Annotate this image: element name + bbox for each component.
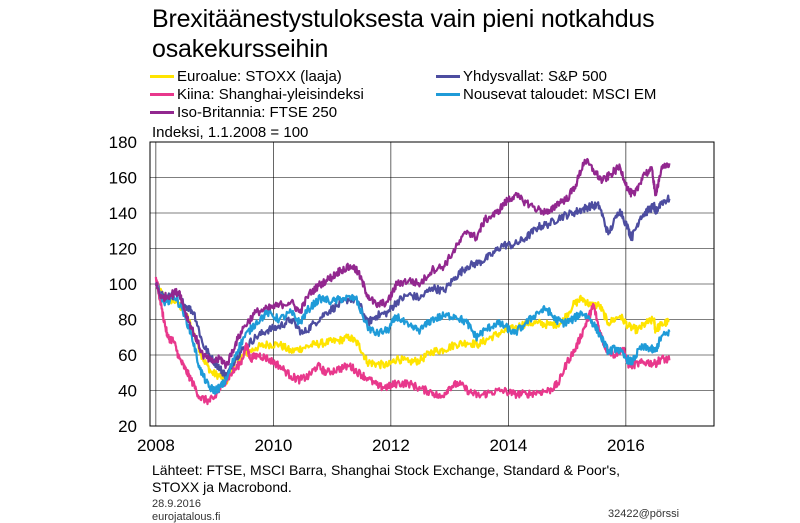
series-line-msci [155, 282, 671, 395]
source-note: Lähteet: FTSE, MSCI Barra, Shanghai Stoc… [152, 462, 620, 496]
x-tick-label: 2016 [607, 436, 645, 455]
x-tick-label: 2010 [254, 436, 292, 455]
y-tick-label: 40 [118, 382, 137, 401]
site-name: eurojatalous.fi [152, 511, 221, 523]
source-line-2: STOXX ja Macrobond. [152, 479, 292, 495]
series-lines [154, 157, 671, 406]
legend-label-stoxx: Euroalue: STOXX (laaja) [177, 68, 342, 85]
legend-item-msci: Nousevat taloudet: MSCI EM [436, 86, 656, 104]
y-tick-label: 80 [118, 311, 137, 330]
y-tick-label: 140 [109, 204, 137, 223]
y-axis-note: Indeksi, 1.1.2008 = 100 [152, 124, 309, 141]
tick-labels: 20 40 60 80 100 120 140 160 180 2008 2010 2012 2014 2… [109, 133, 645, 455]
x-tick-label: 2014 [489, 436, 527, 455]
legend-swatch-shanghai [150, 92, 174, 96]
title-line-2: osakekursseihin [152, 35, 329, 63]
y-tick-label: 60 [118, 346, 137, 365]
y-tick-label: 120 [109, 240, 137, 259]
legend-swatch-stoxx [150, 74, 174, 78]
chart-title: Brexitäänestystuloksesta vain pieni notk… [152, 4, 772, 64]
legend-label-shanghai: Kiina: Shanghai-yleisindeksi [177, 86, 364, 103]
x-tick-label: 2012 [372, 436, 410, 455]
legend-swatch-ftse [150, 110, 174, 114]
legend-item-shanghai: Kiina: Shanghai-yleisindeksi [150, 86, 364, 104]
x-tick-label: 2008 [137, 436, 175, 455]
legend-label-sp500: Yhdysvallat: S&P 500 [463, 68, 607, 85]
chart-code: 32422@pörssi [608, 508, 680, 520]
plot-frame [149, 141, 715, 427]
y-tick-label: 20 [118, 417, 137, 436]
publish-date: 28.9.2016 [152, 498, 201, 510]
y-tick-label: 100 [109, 275, 137, 294]
legend-item-ftse: Iso-Britannia: FTSE 250 [150, 104, 337, 122]
legend-label-msci: Nousevat taloudet: MSCI EM [463, 86, 657, 103]
grid [150, 141, 714, 427]
legend-item-stoxx: Euroalue: STOXX (laaja) [150, 68, 342, 86]
title-line-1: Brexitäänestystuloksesta vain pieni notk… [152, 5, 655, 33]
source-line-1: Lähteet: FTSE, MSCI Barra, Shanghai Stoc… [152, 462, 621, 478]
y-tick-label: 180 [109, 133, 137, 152]
legend-label-ftse: Iso-Britannia: FTSE 250 [177, 104, 338, 121]
legend-item-sp500: Yhdysvallat: S&P 500 [436, 68, 607, 86]
y-tick-label: 160 [109, 169, 137, 188]
series-line-ftse [154, 157, 671, 370]
legend-swatch-sp500 [436, 74, 460, 78]
legend-swatch-msci [436, 92, 460, 96]
